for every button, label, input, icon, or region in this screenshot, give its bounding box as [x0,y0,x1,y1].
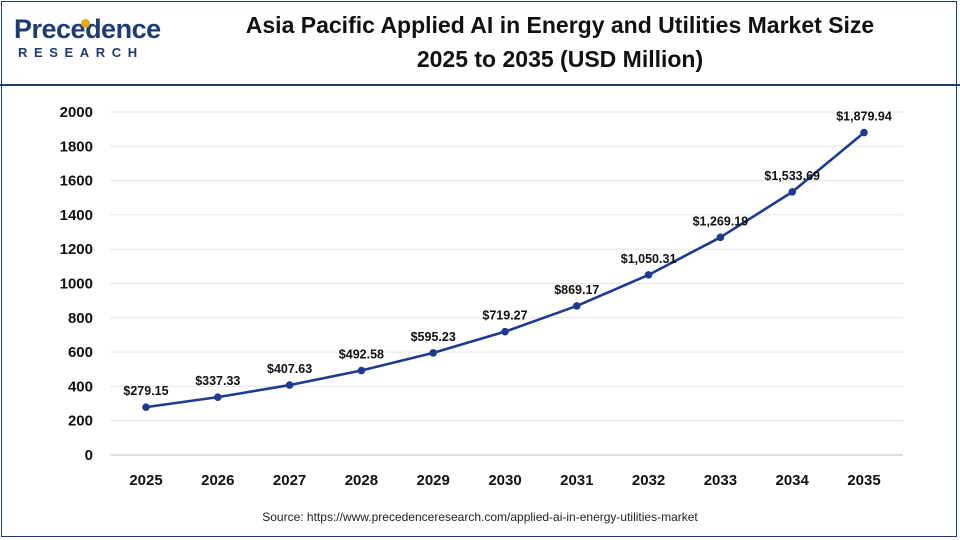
x-tick-label: 2034 [776,472,810,489]
data-label: $595.23 [411,330,456,344]
x-tick-label: 2031 [560,472,593,489]
chart-title: Asia Pacific Applied AI in Energy and Ut… [245,12,875,38]
x-tick-label: 2026 [201,472,234,489]
y-tick-label: 1200 [60,241,93,258]
x-tick-label: 2028 [345,472,378,489]
x-tick-label: 2029 [417,472,450,489]
data-point [644,271,653,279]
precedence-research-logo: Precedence RESEARCH [14,12,164,72]
data-label: $1,879.94 [836,110,892,124]
data-label: $1,269.19 [693,214,749,228]
data-label: $719.27 [482,309,527,323]
series-layer [142,128,868,411]
y-tick-label: 0 [85,447,93,464]
chart-title-block: Asia Pacific Applied AI in Energy and Ut… [205,8,915,76]
y-tick-label: 1800 [60,138,93,155]
series-line [144,131,866,409]
data-labels: $279.15 $337.33 $407.63 $492.58 $595.23 $719.… [123,110,891,399]
x-tick-label: 2030 [488,472,521,489]
data-point [285,381,294,389]
header: Precedence RESEARCH Asia Pacific Applied… [0,0,960,83]
data-point [573,302,581,310]
data-point [501,327,509,336]
grid-lines [110,111,903,422]
x-tick-label: 2027 [273,472,306,489]
y-tick-label: 800 [68,310,93,327]
logo-dot-icon [81,19,90,28]
data-point [860,128,868,137]
y-tick-label: 1600 [60,173,93,190]
header-divider [0,84,960,86]
data-point [357,366,366,375]
data-point [214,393,222,401]
y-tick-label: 1000 [60,276,93,293]
y-axis: 0 200 400 600 800 1000 1200 1400 1600 1800 2000 [60,104,93,464]
x-axis: 2025 2026 2027 2028 2029 2030 2031 2032 2033 2034… [110,454,903,489]
data-point [429,349,438,357]
data-label: $279.15 [123,384,168,398]
y-tick-label: 600 [68,344,93,361]
logo-subtitle: RESEARCH [18,45,144,60]
y-tick-label: 400 [68,378,93,395]
data-point [788,188,796,196]
y-tick-label: 200 [68,413,93,430]
chart-subtitle: 2025 to 2035 (USD Million) [416,46,704,72]
data-point [716,233,725,242]
x-tick-label: 2035 [847,472,880,489]
x-tick-label: 2025 [129,472,162,489]
y-tick-label: 1400 [60,207,93,224]
y-tick-label: 2000 [60,104,93,121]
data-label: $407.63 [267,362,312,376]
data-label: $1,533.69 [764,169,820,183]
data-label: $1,050.31 [621,252,677,266]
x-tick-label: 2032 [632,472,665,489]
data-label: $492.58 [339,348,384,362]
data-label: $337.33 [195,374,240,388]
data-label: $869.17 [554,283,599,297]
x-tick-label: 2033 [704,472,737,489]
source-note: Source: https://www.precedenceresearch.c… [262,510,698,524]
data-point [142,403,150,411]
